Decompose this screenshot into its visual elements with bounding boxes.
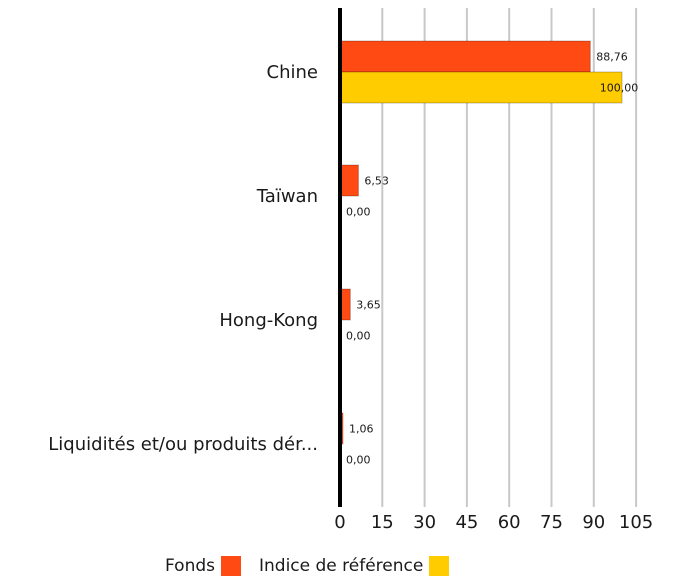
x-tick-label: 15 (371, 512, 394, 533)
legend-swatch-benchmark (429, 556, 450, 576)
bar-chart: 0 15 30 45 60 75 90 105 Chine Taïwan Hong-Kong Liqu… (48, 8, 653, 533)
legend-swatch-fund (221, 556, 241, 576)
x-tick-label: 0 (334, 512, 345, 533)
x-tick-label: 75 (540, 512, 563, 533)
bar-benchmark (339, 71, 623, 104)
category-label: Liquidités et/ou produits dér... (48, 434, 318, 455)
bar-fund (339, 40, 591, 73)
data-label-fund: 3,65 (356, 299, 381, 312)
legend-item-fund: Fonds (165, 556, 241, 576)
data-label-benchmark: 100,00 (600, 82, 639, 95)
legend: Fonds Indice de référence (165, 556, 467, 576)
legend-label-benchmark: Indice de référence (259, 556, 424, 576)
x-tick-label: 45 (455, 512, 478, 533)
legend-label-fund: Fonds (165, 556, 215, 576)
category-label: Taïwan (256, 186, 318, 207)
data-label-benchmark: 0,00 (346, 330, 371, 343)
data-label-fund: 6,53 (364, 175, 389, 188)
legend-item-benchmark: Indice de référence (259, 556, 450, 576)
data-label-benchmark: 0,00 (346, 206, 371, 219)
x-tick-label: 60 (498, 512, 521, 533)
data-label-benchmark: 0,00 (346, 454, 371, 467)
bar-fund (339, 164, 359, 197)
category-label: Hong-Kong (219, 310, 318, 331)
x-tick-label: 90 (582, 512, 605, 533)
data-label-fund: 1,06 (349, 423, 374, 436)
category-label: Chine (267, 62, 318, 83)
x-tick-label: 30 (413, 512, 436, 533)
data-label-fund: 88,76 (596, 51, 628, 64)
x-tick-label: 105 (619, 512, 653, 533)
